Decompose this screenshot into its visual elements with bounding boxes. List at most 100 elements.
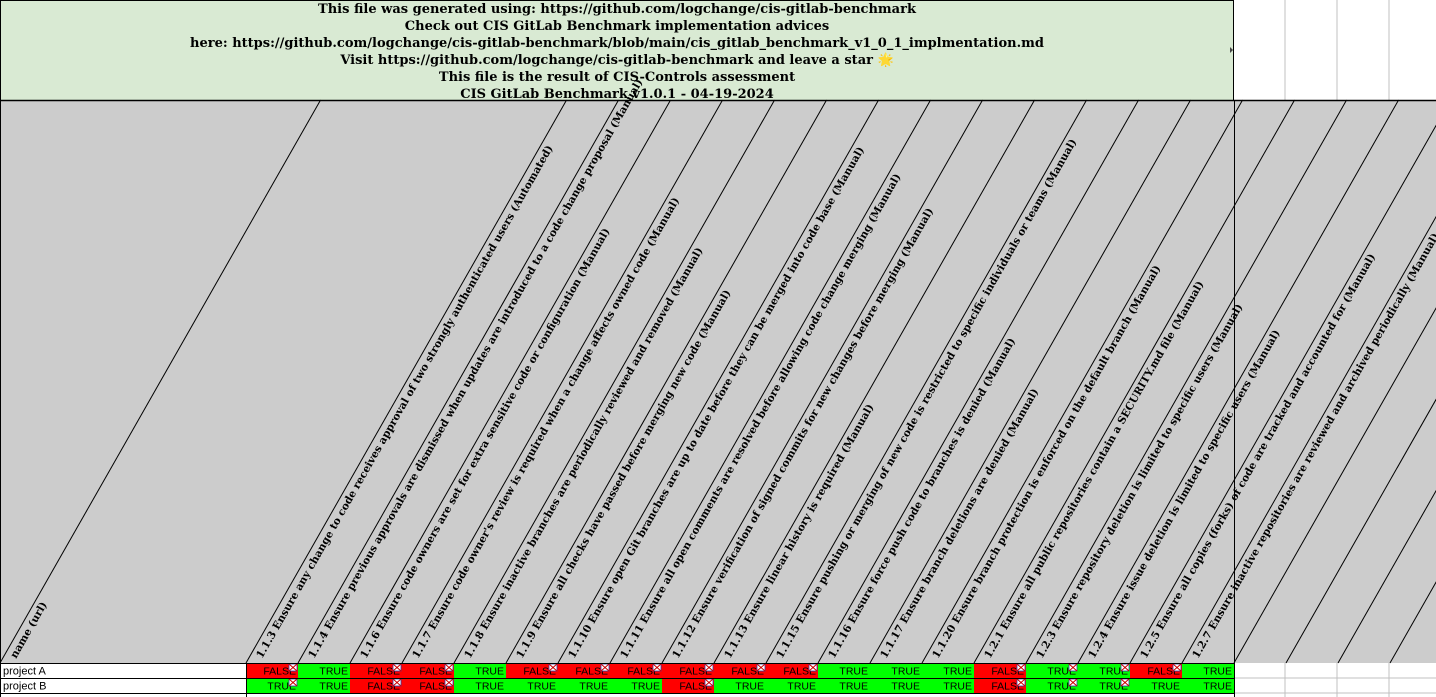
result-value: FALSE	[367, 666, 400, 678]
result-cell[interactable]	[246, 663, 298, 678]
result-cell[interactable]	[298, 663, 350, 678]
result-cell[interactable]	[610, 663, 662, 678]
comment-indicator-icon[interactable]	[288, 663, 298, 672]
info-header-merged-cell[interactable]	[0, 0, 1234, 100]
comment-indicator-icon[interactable]	[444, 678, 454, 687]
result-cell[interactable]	[1026, 678, 1078, 693]
result-value: FALSE	[731, 666, 764, 678]
result-cell[interactable]	[818, 663, 870, 678]
row-name-cell[interactable]	[0, 663, 246, 678]
column-slant-border	[661, 99, 984, 664]
result-cell[interactable]	[558, 678, 610, 693]
comment-indicator-icon[interactable]	[392, 663, 402, 672]
header-line: This file is the result of CIS-Controls …	[439, 70, 795, 85]
comment-indicator-icon[interactable]	[548, 663, 558, 672]
result-cell[interactable]	[1026, 663, 1078, 678]
comment-indicator-icon[interactable]	[288, 678, 298, 687]
result-cell[interactable]	[298, 678, 350, 693]
column-slant-border	[349, 99, 672, 664]
row-name: project A	[3, 666, 46, 678]
result-cell[interactable]	[350, 663, 402, 678]
info-header-lines: This file was generated using: https://g…	[190, 2, 1044, 102]
column-slant-border	[1337, 489, 1436, 664]
header-line: Visit https://github.com/logchange/cis-g…	[339, 52, 893, 68]
result-value: TRUE	[943, 681, 972, 693]
result-cell[interactable]	[506, 663, 558, 678]
comment-indicator-icon[interactable]	[392, 678, 402, 687]
result-value: TRUE	[1203, 666, 1232, 678]
column-slant-border	[1181, 215, 1436, 664]
comment-indicator-icon[interactable]	[704, 678, 714, 687]
result-cell[interactable]	[454, 663, 506, 678]
column-slant-border	[609, 99, 932, 664]
column-slant-border	[713, 99, 1036, 664]
comment-indicator-icon[interactable]	[1120, 678, 1130, 687]
result-cell[interactable]	[610, 678, 662, 693]
result-value: TRUE	[891, 681, 920, 693]
comment-indicator-icon[interactable]	[808, 663, 818, 672]
result-cell[interactable]	[662, 678, 714, 693]
comment-indicator-icon[interactable]	[444, 663, 454, 672]
result-value: TRUE	[735, 681, 764, 693]
result-value: FALSE	[523, 666, 556, 678]
result-value: FALSE	[627, 666, 660, 678]
comment-indicator-icon[interactable]	[1016, 663, 1026, 672]
result-cell[interactable]	[714, 663, 766, 678]
result-cell[interactable]	[454, 678, 506, 693]
result-cell[interactable]	[1182, 678, 1234, 693]
result-cell[interactable]	[662, 663, 714, 678]
row-name: project B	[3, 681, 46, 693]
result-cell[interactable]	[1078, 678, 1130, 693]
result-cell[interactable]	[766, 663, 818, 678]
result-cell[interactable]	[870, 678, 922, 693]
result-cell[interactable]	[558, 663, 610, 678]
column-slant-border	[921, 99, 1244, 664]
result-cell[interactable]	[402, 663, 454, 678]
comment-indicator-icon[interactable]	[1068, 678, 1078, 687]
result-cell[interactable]	[1130, 678, 1182, 693]
result-cell[interactable]	[766, 678, 818, 693]
result-cell[interactable]	[974, 663, 1026, 678]
result-cell[interactable]	[350, 678, 402, 693]
result-value: TRUE	[1203, 681, 1232, 693]
header-line: Check out CIS GitLab Benchmark implement…	[405, 19, 829, 34]
result-value: FALSE	[419, 681, 452, 693]
result-cell[interactable]	[974, 678, 1026, 693]
result-cell[interactable]	[1130, 663, 1182, 678]
column-slant-border	[869, 99, 1192, 664]
data-rows: project A FALSE TRUE FALSE FALSE TRUE FALSE FAL…	[0, 663, 1234, 693]
result-value: TRUE	[839, 681, 868, 693]
result-value: TRUE	[579, 681, 608, 693]
result-value: TRUE	[1151, 681, 1180, 693]
result-value: TRUE	[527, 681, 556, 693]
row-name-cell[interactable]	[0, 678, 246, 693]
column-slant-border	[1285, 398, 1436, 664]
result-cell[interactable]	[922, 663, 974, 678]
result-value: TRUE	[891, 666, 920, 678]
column-slant-border	[0, 99, 322, 664]
result-cell[interactable]	[714, 678, 766, 693]
comment-indicator-icon[interactable]	[600, 663, 610, 672]
column-slant-border	[817, 99, 1140, 664]
result-cell[interactable]	[402, 678, 454, 693]
result-cell[interactable]	[246, 678, 298, 693]
result-cell[interactable]	[506, 678, 558, 693]
comment-indicator-icon[interactable]	[756, 663, 766, 672]
comment-indicator-icon[interactable]	[1172, 663, 1182, 672]
column-slant-border	[1025, 99, 1348, 664]
result-cell[interactable]	[1078, 663, 1130, 678]
comment-indicator-icon[interactable]	[1068, 663, 1078, 672]
comment-indicator-icon[interactable]	[652, 663, 662, 672]
result-cell[interactable]	[922, 678, 974, 693]
comment-indicator-icon[interactable]	[704, 663, 714, 672]
result-cell[interactable]	[818, 678, 870, 693]
cell-overflow-arrow-icon	[1230, 47, 1233, 53]
result-value: FALSE	[991, 666, 1024, 678]
result-cell[interactable]	[1182, 663, 1234, 678]
comment-indicator-icon[interactable]	[1120, 663, 1130, 672]
result-value: TRUE	[839, 666, 868, 678]
result-cell[interactable]	[870, 663, 922, 678]
comment-indicator-icon[interactable]	[1016, 678, 1026, 687]
